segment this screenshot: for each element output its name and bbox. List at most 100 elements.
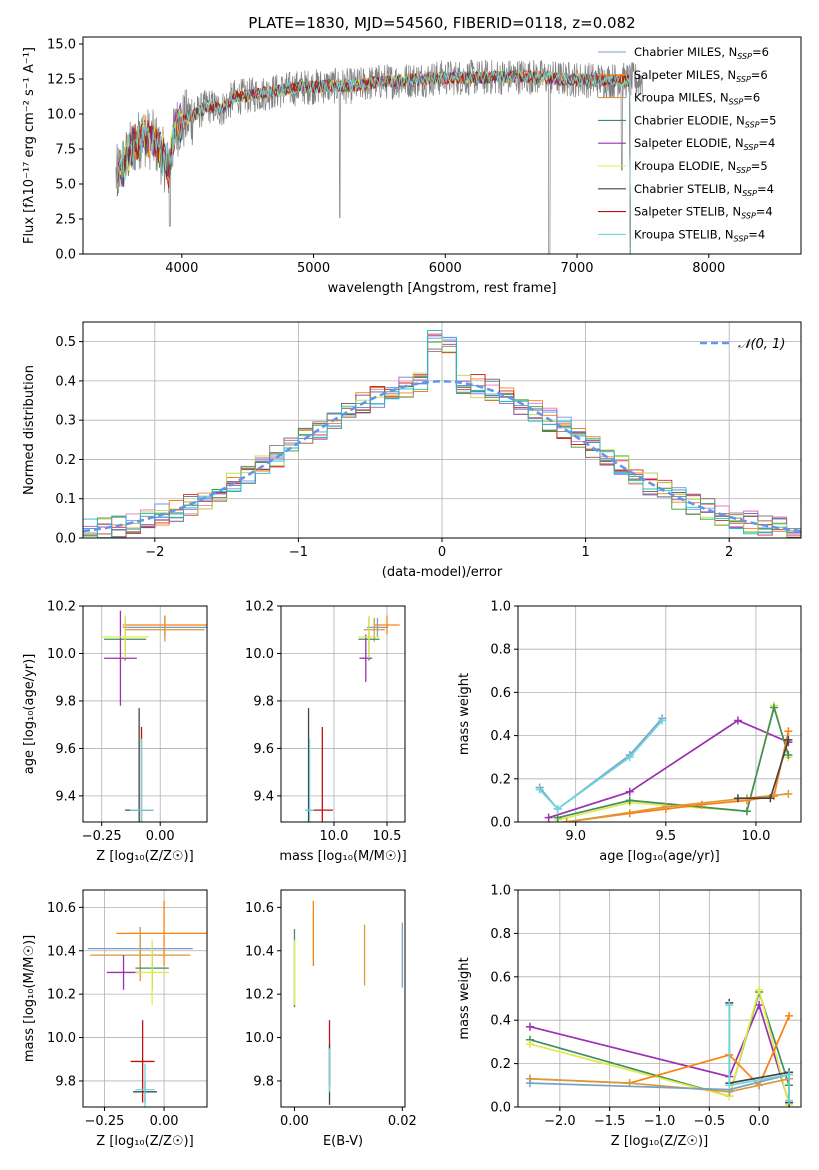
x-tick-label: 0	[438, 545, 446, 560]
weight-point-marker	[733, 794, 742, 803]
x-tick-label: −0.5	[694, 1114, 726, 1129]
legend-label: Salpeter STELIB, NSSP=4	[634, 205, 773, 221]
y-tick-label: 0.5	[55, 335, 76, 350]
weight-point-marker	[784, 751, 793, 760]
y-tick-label: 12.5	[47, 73, 76, 88]
legend-text: Chabrier STELIB, N	[634, 182, 742, 196]
y-tick-label: 0.1	[55, 492, 76, 507]
legend-text: Salpeter MILES, N	[634, 68, 736, 82]
mass-vs-Z-panel: −0.25 0.00 9.8 10.0 10.2 10.4 10.6 Z [log₁₀(Z/Z…	[22, 889, 208, 1149]
weight-point-marker	[755, 1001, 764, 1010]
x-tick-label: 6000	[429, 261, 462, 276]
weight-point-marker	[658, 716, 667, 725]
y-tick-label: 0.6	[490, 970, 511, 985]
y-tick-label: 10.0	[47, 647, 76, 662]
x-tick-label: −0.25	[82, 829, 122, 844]
weight-point-marker	[525, 1022, 534, 1031]
y-tick-label: 15.0	[47, 38, 76, 53]
legend-subscript: SSP	[736, 166, 751, 175]
x-tick-label: 7000	[560, 261, 593, 276]
weight-point-marker	[766, 794, 775, 803]
legend-label: Chabrier MILES, NSSP=6	[634, 45, 769, 61]
mass-vs-EBV-frame	[280, 889, 406, 1108]
legend-text: Chabrier MILES, N	[634, 45, 737, 59]
x-tick-label: 10.0	[320, 829, 349, 844]
y-tick-label: 9.8	[55, 1074, 76, 1089]
legend-text: Kroupa ELODIE, N	[634, 159, 736, 173]
weight-point-marker	[553, 805, 562, 814]
legend-subscript: SSP	[736, 75, 751, 84]
age-vs-mass-points	[305, 615, 400, 822]
x-tick-label: 9.5	[655, 829, 676, 844]
x-axis-label: E(B-V)	[323, 1134, 363, 1149]
x-tick-label: 4000	[165, 261, 198, 276]
legend-label: Chabrier STELIB, NSSP=4	[634, 182, 774, 198]
x-tick-label: 0.02	[388, 1114, 417, 1129]
y-tick-label: 9.8	[253, 694, 274, 709]
legend-label: Kroupa ELODIE, NSSP=5	[634, 159, 768, 175]
x-tick-label: −1.5	[594, 1114, 626, 1129]
weight-point-marker	[769, 703, 778, 712]
residual-histogram-line	[83, 329, 801, 538]
legend-subscript: SSP	[742, 189, 757, 198]
weight-series-line	[728, 1005, 790, 1101]
figure-title: PLATE=1830, MJD=54560, FIBERID=0118, z=0…	[248, 14, 635, 32]
y-tick-label: 0.0	[55, 248, 76, 263]
legend-subscript: SSP	[729, 98, 744, 107]
y-axis-label: mass [log₁₀(M/M☉)]	[22, 935, 37, 1062]
spectrum-lines	[115, 59, 644, 254]
y-tick-label: 10.0	[47, 1031, 76, 1046]
weight-point-marker	[553, 813, 562, 822]
y-tick-label: 9.8	[253, 1074, 274, 1089]
y-tick-label: 0.0	[55, 532, 76, 547]
weight-point-marker	[755, 985, 764, 994]
legend-label: Kroupa MILES, NSSP=6	[634, 91, 760, 107]
mass-vs-EBV-points	[293, 900, 403, 1105]
weight-point-marker	[661, 802, 670, 811]
weight-vs-age-frame	[517, 605, 802, 823]
y-tick-label: 10.2	[245, 600, 274, 615]
weight-series-line	[566, 793, 789, 822]
legend-suffix: =5	[751, 159, 768, 173]
legend-suffix: =6	[752, 45, 769, 59]
mass-vs-Z-grid	[83, 890, 207, 1107]
legend-text: Salpeter ELODIE, N	[634, 136, 744, 150]
y-tick-label: 0.3	[55, 414, 76, 429]
age-vs-Z-panel: −0.25 0.00 9.4 9.6 9.8 10.0 10.2 Z [log₁₀(Z/Z☉)…	[22, 600, 208, 864]
x-tick-label: 0.0	[749, 1114, 770, 1129]
y-tick-label: 7.5	[55, 143, 76, 158]
y-tick-label: 0.6	[490, 686, 511, 701]
x-tick-label: 0.00	[150, 1114, 179, 1129]
y-tick-label: 0.4	[490, 729, 511, 744]
x-axis-label: (data-model)/error	[382, 565, 503, 580]
x-tick-label: 1	[581, 545, 589, 560]
weight-vs-Z-grid	[518, 889, 801, 1108]
y-tick-label: 0.4	[55, 374, 76, 389]
mass-vs-Z-frame	[82, 889, 208, 1108]
weight-vs-age-series	[535, 701, 793, 822]
y-tick-label: 0.4	[490, 1014, 511, 1029]
y-tick-label: 9.4	[253, 789, 274, 804]
legend-label: Chabrier ELODIE, NSSP=5	[634, 113, 776, 129]
legend-text: Salpeter STELIB, N	[634, 205, 741, 219]
y-tick-label: 9.8	[55, 694, 76, 709]
y-tick-label: 10.2	[47, 600, 76, 615]
x-tick-label: −1.0	[644, 1114, 676, 1129]
legend-suffix: =4	[748, 227, 765, 241]
legend-suffix: =6	[751, 68, 768, 82]
x-tick-label: −2	[145, 545, 164, 560]
legend-suffix: =4	[758, 136, 775, 150]
y-tick-label: 0.2	[490, 772, 511, 787]
x-tick-label: 9.0	[565, 829, 586, 844]
age-vs-Z-points	[101, 610, 207, 822]
x-tick-label: −2.0	[544, 1114, 576, 1129]
y-tick-label: 0.0	[490, 816, 511, 831]
x-axis-label: Z [log₁₀(Z/Z☉)]	[96, 1134, 193, 1149]
x-tick-label: 10.5	[373, 829, 402, 844]
weight-point-marker	[544, 813, 553, 822]
x-tick-label: 5000	[297, 261, 330, 276]
y-tick-label: 0.0	[490, 1101, 511, 1116]
y-tick-label: 2.5	[55, 213, 76, 228]
weight-series-line	[548, 719, 789, 819]
